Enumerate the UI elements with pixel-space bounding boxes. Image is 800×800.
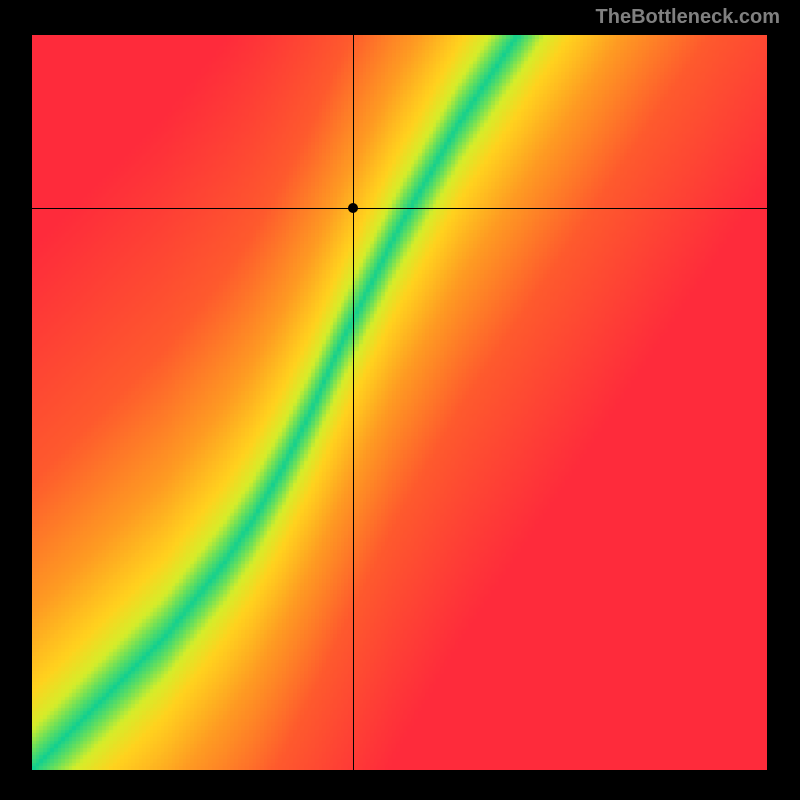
bottleneck-heatmap xyxy=(32,35,767,770)
crosshair-vertical xyxy=(353,35,354,770)
crosshair-horizontal xyxy=(32,208,767,209)
heatmap-canvas xyxy=(32,35,767,770)
crosshair-marker xyxy=(348,203,358,213)
watermark-text: TheBottleneck.com xyxy=(596,6,780,29)
